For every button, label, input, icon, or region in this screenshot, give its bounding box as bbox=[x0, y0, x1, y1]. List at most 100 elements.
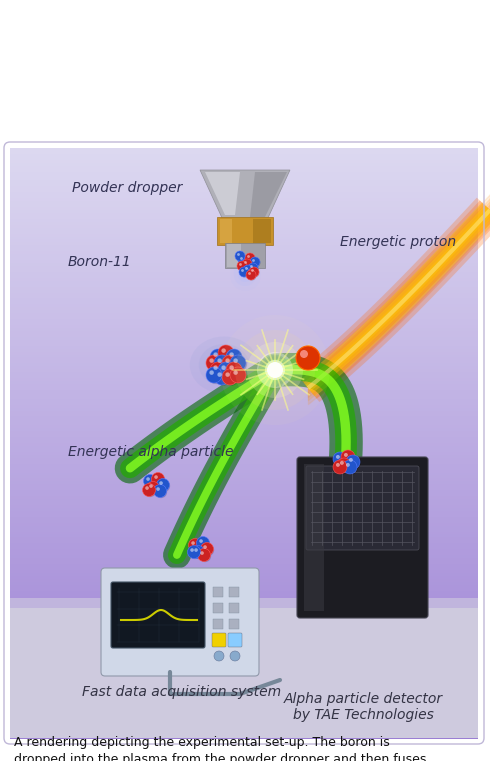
Bar bbox=[10, 266, 478, 269]
Bar bbox=[10, 180, 478, 184]
Circle shape bbox=[240, 268, 249, 278]
Bar bbox=[10, 676, 478, 680]
Bar bbox=[10, 460, 478, 464]
Circle shape bbox=[246, 270, 256, 280]
Bar bbox=[10, 458, 478, 461]
Circle shape bbox=[213, 365, 218, 370]
Bar bbox=[10, 546, 478, 549]
Bar bbox=[10, 463, 478, 467]
FancyBboxPatch shape bbox=[228, 633, 242, 647]
Circle shape bbox=[200, 551, 204, 555]
Circle shape bbox=[227, 351, 243, 366]
Bar bbox=[10, 661, 478, 665]
Bar bbox=[10, 602, 478, 606]
Bar bbox=[10, 390, 478, 393]
Circle shape bbox=[208, 368, 223, 384]
Bar bbox=[10, 325, 478, 329]
Circle shape bbox=[236, 252, 245, 262]
Circle shape bbox=[145, 476, 157, 488]
Bar bbox=[10, 543, 478, 546]
Bar bbox=[10, 425, 478, 428]
Bar bbox=[10, 413, 478, 417]
Bar bbox=[10, 189, 478, 193]
Circle shape bbox=[265, 360, 285, 380]
Circle shape bbox=[198, 538, 210, 550]
Circle shape bbox=[250, 257, 260, 267]
Circle shape bbox=[220, 364, 235, 379]
Bar bbox=[229, 603, 239, 613]
Bar bbox=[10, 243, 478, 246]
Bar bbox=[10, 428, 478, 431]
Bar bbox=[10, 446, 478, 450]
Bar bbox=[10, 482, 478, 485]
Bar bbox=[10, 216, 478, 219]
FancyBboxPatch shape bbox=[306, 466, 419, 550]
Bar bbox=[10, 505, 478, 508]
Circle shape bbox=[251, 258, 261, 268]
Bar bbox=[10, 479, 478, 482]
Circle shape bbox=[153, 474, 165, 486]
Bar bbox=[10, 154, 478, 158]
Bar bbox=[10, 257, 478, 260]
Bar bbox=[10, 198, 478, 202]
Bar bbox=[10, 655, 478, 659]
Circle shape bbox=[214, 355, 230, 371]
Bar bbox=[10, 735, 478, 738]
Circle shape bbox=[218, 362, 234, 378]
Bar bbox=[10, 219, 478, 222]
Bar bbox=[10, 355, 478, 358]
Circle shape bbox=[230, 367, 246, 383]
Bar bbox=[10, 715, 478, 718]
Circle shape bbox=[252, 259, 255, 262]
Circle shape bbox=[240, 257, 243, 260]
Circle shape bbox=[222, 355, 238, 371]
Polygon shape bbox=[217, 217, 273, 245]
Circle shape bbox=[248, 272, 251, 275]
Circle shape bbox=[149, 484, 153, 488]
Circle shape bbox=[194, 548, 198, 552]
Circle shape bbox=[192, 546, 204, 559]
Circle shape bbox=[337, 458, 351, 472]
Bar bbox=[10, 732, 478, 736]
Bar bbox=[229, 587, 239, 597]
Bar bbox=[10, 251, 478, 255]
Circle shape bbox=[232, 357, 247, 372]
Circle shape bbox=[343, 451, 356, 465]
Bar bbox=[10, 422, 478, 426]
Polygon shape bbox=[205, 172, 240, 215]
Bar bbox=[10, 349, 478, 352]
Circle shape bbox=[232, 368, 247, 384]
Bar bbox=[10, 204, 478, 208]
Bar bbox=[10, 372, 478, 376]
Circle shape bbox=[206, 355, 222, 371]
Circle shape bbox=[146, 477, 150, 481]
Bar bbox=[10, 193, 478, 196]
Bar bbox=[10, 234, 478, 237]
Bar bbox=[10, 629, 478, 632]
Bar bbox=[10, 558, 478, 562]
Circle shape bbox=[249, 267, 259, 277]
Bar bbox=[10, 529, 478, 532]
Bar bbox=[10, 608, 478, 612]
Bar bbox=[10, 275, 478, 279]
Circle shape bbox=[336, 463, 340, 466]
Bar bbox=[10, 658, 478, 662]
Circle shape bbox=[245, 267, 248, 270]
Bar bbox=[10, 598, 478, 738]
Bar bbox=[10, 691, 478, 694]
Circle shape bbox=[144, 475, 156, 488]
Bar bbox=[10, 729, 478, 733]
Bar bbox=[10, 290, 478, 293]
FancyBboxPatch shape bbox=[212, 633, 226, 647]
Bar bbox=[10, 416, 478, 420]
Circle shape bbox=[214, 369, 230, 385]
Bar bbox=[10, 278, 478, 282]
Bar bbox=[213, 619, 223, 629]
Circle shape bbox=[238, 255, 248, 265]
Bar bbox=[10, 186, 478, 189]
Circle shape bbox=[190, 548, 194, 552]
Bar bbox=[10, 381, 478, 384]
Bar bbox=[10, 496, 478, 499]
Bar bbox=[10, 304, 478, 307]
Bar bbox=[10, 484, 478, 488]
